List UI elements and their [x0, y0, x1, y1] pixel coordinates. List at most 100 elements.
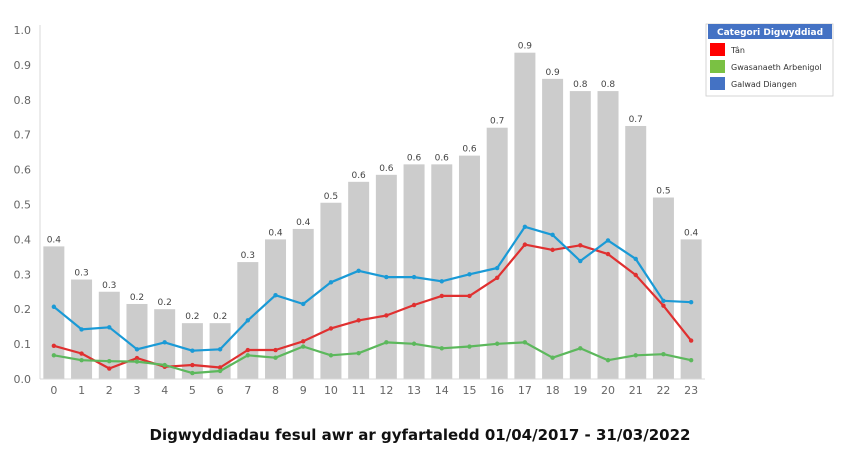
x-tick-label: 4 — [161, 384, 168, 397]
series-point — [522, 242, 528, 247]
series-point — [107, 325, 112, 330]
x-tick-label: 2 — [106, 384, 113, 397]
bar — [98, 291, 120, 379]
bar-data-label: 0.5 — [324, 192, 338, 202]
series-point — [328, 326, 334, 331]
bar — [652, 197, 674, 379]
series-point — [467, 344, 472, 349]
x-tick-label: 0 — [50, 384, 57, 397]
bar-data-label: 0.2 — [185, 312, 199, 322]
bar-data-label: 0.8 — [573, 80, 588, 90]
legend-entry-label: Galwad Diangen — [731, 80, 797, 89]
bar — [265, 239, 287, 379]
bar-data-label: 0.2 — [130, 293, 144, 303]
bar — [514, 52, 536, 380]
bar-data-label: 0.4 — [47, 235, 62, 245]
series-point — [245, 353, 251, 358]
bar-data-label: 0.4 — [296, 218, 311, 228]
series-point — [301, 301, 306, 307]
x-tick-label: 23 — [684, 384, 698, 397]
series-point — [134, 347, 140, 352]
bar — [320, 202, 342, 379]
bar — [431, 164, 453, 379]
x-tick-label: 20 — [601, 384, 615, 397]
series-point — [522, 340, 528, 345]
series-point — [217, 368, 223, 374]
x-tick-label: 5 — [189, 384, 196, 397]
series-point — [51, 343, 57, 349]
y-tick-label: 0.5 — [14, 199, 32, 212]
legend-entry-label: Tân — [730, 46, 745, 55]
y-tick-label: 0.9 — [14, 59, 32, 72]
series-lines — [51, 224, 694, 376]
x-tick-label: 9 — [300, 384, 307, 397]
series-point — [328, 353, 334, 358]
series-line-1 — [53, 341, 692, 375]
series-point — [550, 232, 555, 238]
series-point — [605, 357, 611, 363]
series-point — [190, 348, 195, 353]
bar-data-label: 0.4 — [684, 228, 699, 238]
legend-swatch — [710, 77, 725, 90]
series-line-0 — [53, 243, 692, 370]
legend-swatch — [710, 43, 725, 56]
series-point — [245, 318, 251, 323]
series-point — [217, 365, 223, 370]
series-point — [134, 359, 140, 364]
x-tick-label: 22 — [656, 384, 670, 397]
bar — [542, 78, 564, 380]
bar-data-label: 0.6 — [435, 153, 450, 163]
y-tick-label: 0.8 — [14, 94, 32, 107]
series-point — [356, 318, 361, 323]
y-tick-label: 0.7 — [14, 129, 32, 142]
bar — [458, 155, 480, 379]
series-point — [190, 362, 195, 368]
x-tick-label: 6 — [217, 384, 224, 397]
legend-entries: Tân Gwasanaeth Arbenigol Galwad Diangen — [710, 43, 822, 90]
series-point — [162, 340, 167, 345]
x-tick-label: 11 — [352, 384, 366, 397]
series-point — [494, 341, 500, 346]
chart-caption: Digwyddiadau fesul awr ar gyfartaledd 01… — [150, 426, 691, 444]
y-tick-label: 0.6 — [14, 164, 32, 177]
series-point — [661, 352, 666, 357]
series-point — [550, 247, 555, 253]
series-point — [522, 224, 528, 230]
bar — [126, 303, 148, 379]
x-tick-label: 8 — [272, 384, 279, 397]
series-point — [301, 339, 306, 344]
x-tick-label: 17 — [518, 384, 532, 397]
bar — [597, 91, 619, 379]
series-point — [245, 347, 251, 353]
y-tick-label: 0.3 — [14, 268, 32, 281]
legend: Categori Digwyddiad Tân Gwasanaeth Arbeni… — [705, 23, 834, 97]
series-point — [107, 359, 112, 364]
legend-swatch — [710, 60, 725, 73]
bar-data-label: 0.9 — [518, 42, 533, 52]
series-point — [411, 341, 417, 346]
bar — [403, 164, 425, 379]
series-point — [688, 300, 694, 305]
x-tick-label: 7 — [244, 384, 251, 397]
series-point — [578, 346, 583, 351]
bar — [680, 239, 702, 379]
bar-data-label: 0.3 — [74, 269, 88, 279]
series-point — [411, 274, 417, 280]
series-point — [633, 353, 638, 358]
series-point — [356, 268, 361, 274]
bar-data-label: 0.4 — [268, 228, 283, 238]
series-point — [79, 357, 84, 363]
series-point — [217, 347, 223, 352]
bar — [43, 246, 65, 379]
bar-data-label: 0.9 — [545, 68, 560, 78]
bar — [625, 125, 647, 379]
y-tick-label: 0.4 — [14, 233, 32, 246]
series-point — [273, 293, 278, 298]
bar-data-label: 0.2 — [213, 312, 227, 322]
y-tick-label: 1.0 — [14, 24, 32, 37]
x-axis: 0 1 2 3 4 5 6 7 8 9 10 11 12 13 14 15 16 17 18 19 20 21 22 23 — [40, 378, 705, 397]
bar — [486, 127, 508, 379]
bars — [43, 52, 702, 380]
x-tick-label: 14 — [435, 384, 449, 397]
